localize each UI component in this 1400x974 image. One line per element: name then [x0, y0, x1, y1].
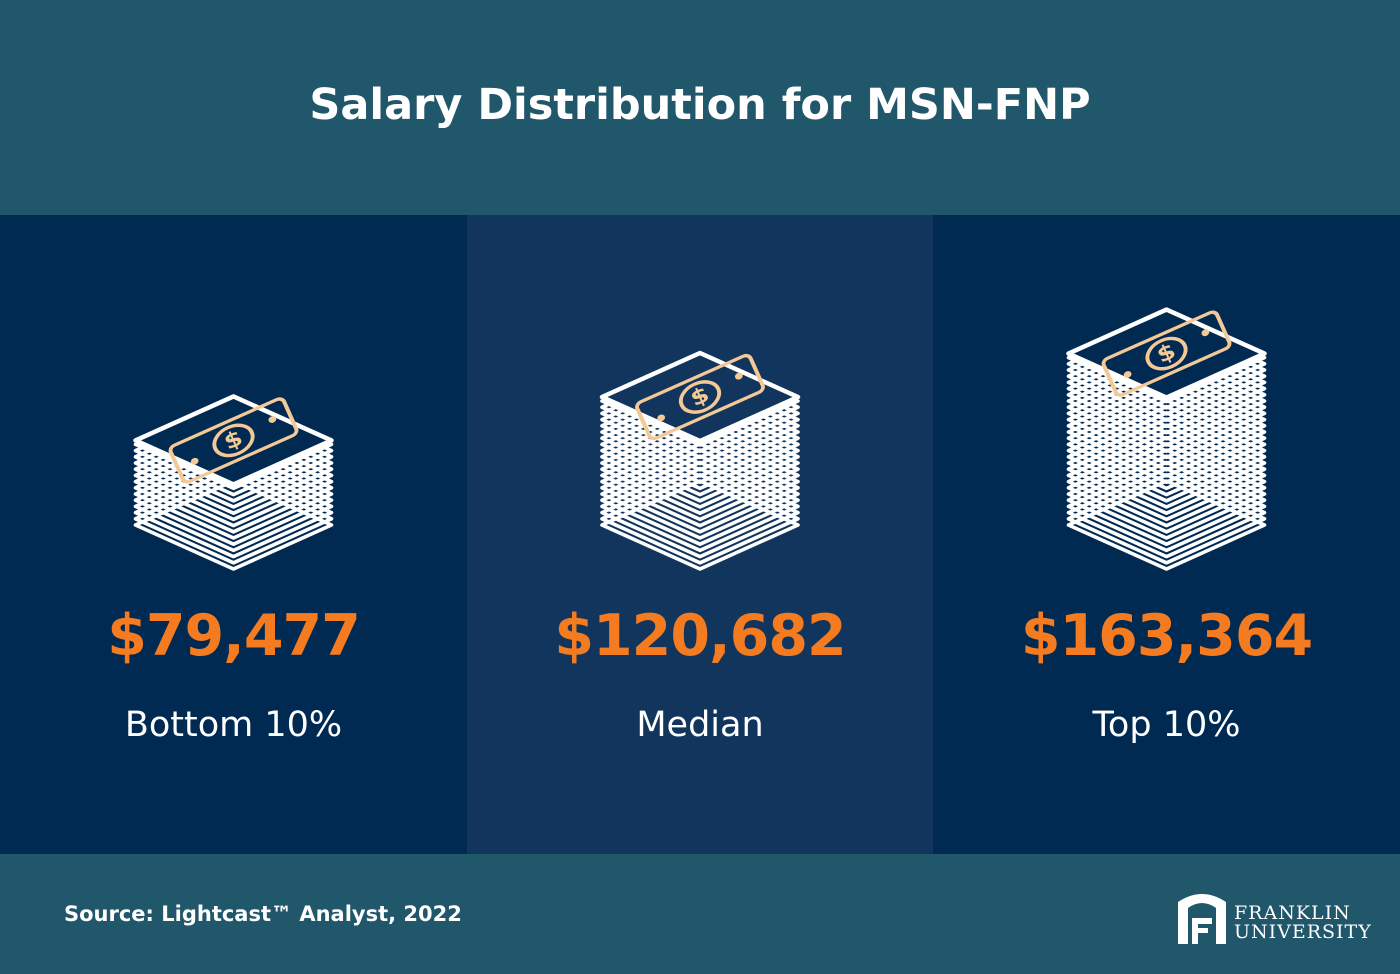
salary-label: Top 10% [1092, 705, 1241, 745]
panel-bottom-10: $ $79,477 Bottom 10% [0, 215, 467, 854]
source-note: Source: Lightcast™ Analyst, 2022 [64, 902, 462, 926]
franklin-logo-icon [1178, 894, 1226, 944]
logo-line-1: FRANKLIN [1234, 902, 1351, 924]
money-stack-icon: $ [467, 215, 933, 575]
salary-label: Median [636, 705, 764, 745]
panel-top-10: $ $163,364 Top 10% [933, 215, 1400, 854]
salary-value: $120,682 [554, 603, 846, 669]
footer: Source: Lightcast™ Analyst, 2022 FRANKLI… [0, 854, 1400, 974]
salary-label: Bottom 10% [124, 705, 343, 745]
header: Salary Distribution for MSN-FNP [0, 0, 1400, 215]
salary-value: $163,364 [1020, 603, 1313, 669]
logo-line-2: UNIVERSITY [1234, 921, 1372, 943]
salary-value: $79,477 [107, 603, 361, 669]
franklin-university-logo: FRANKLIN UNIVERSITY [1176, 884, 1371, 946]
salary-panels: $ $79,477 Bottom 10% $ $120,682 Median $… [0, 215, 1400, 854]
logo-wordmark: FRANKLIN UNIVERSITY [1234, 904, 1372, 942]
page-title: Salary Distribution for MSN-FNP [309, 80, 1091, 130]
panel-median: $ $120,682 Median [467, 215, 933, 854]
money-stack-icon: $ [0, 215, 467, 575]
money-stack-icon: $ [933, 215, 1400, 575]
